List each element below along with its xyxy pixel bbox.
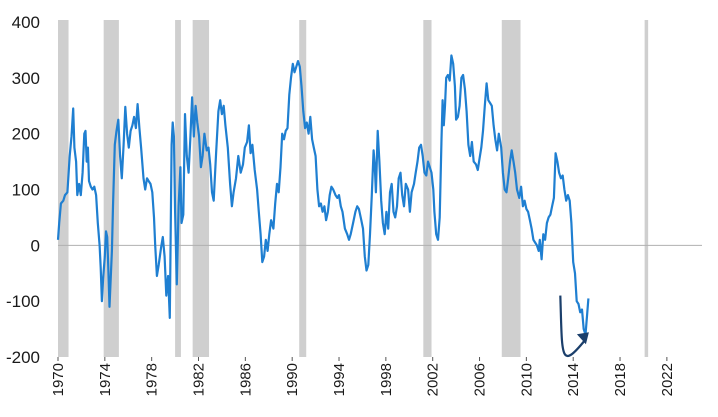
recession-band: [192, 20, 210, 357]
series-line: [56, 54, 590, 336]
recession-shading: [58, 20, 649, 357]
x-tick-label: 2010: [518, 363, 535, 396]
x-tick-label: 1970: [50, 363, 67, 396]
trend-arrow-curve: [559, 295, 586, 357]
y-tick-label: -200: [6, 348, 40, 367]
x-tick-label: 1974: [97, 363, 114, 396]
x-tick-label: 2006: [472, 363, 489, 396]
x-axis-ticks: 1970 1974 1978 1982 1986 1990 1994 1998 2002 2006…: [50, 357, 676, 396]
x-tick-label: 1990: [284, 363, 301, 396]
y-tick-label: 200: [12, 125, 40, 144]
recession-band: [501, 20, 521, 357]
recession-band: [299, 20, 307, 357]
y-tick-label: 100: [12, 181, 40, 200]
y-tick-label: 300: [12, 69, 40, 88]
trend-arrow-head: [576, 332, 589, 345]
y-tick-label: 400: [12, 13, 40, 32]
x-tick-label: 1982: [191, 363, 208, 396]
recession-band: [58, 20, 69, 357]
trend-arrow: [559, 295, 589, 357]
x-tick-label: 2002: [425, 363, 442, 396]
y-tick-label: 0: [31, 236, 40, 255]
x-tick-label: 2018: [612, 363, 629, 396]
x-tick-label: 1994: [331, 363, 348, 396]
recession-band: [644, 20, 649, 357]
y-axis-ticks: 400 300 200 100 0 -100 -200: [6, 13, 40, 367]
x-tick-label: 1986: [237, 363, 254, 396]
x-tick-label: 2022: [659, 363, 676, 396]
x-tick-label: 1998: [378, 363, 395, 396]
recession-band: [103, 20, 119, 357]
recession-band: [175, 20, 181, 357]
x-tick-label: 1978: [144, 363, 161, 396]
x-tick-label: 2014: [565, 363, 582, 396]
recession-band: [423, 20, 432, 357]
y-tick-label: -100: [6, 292, 40, 311]
